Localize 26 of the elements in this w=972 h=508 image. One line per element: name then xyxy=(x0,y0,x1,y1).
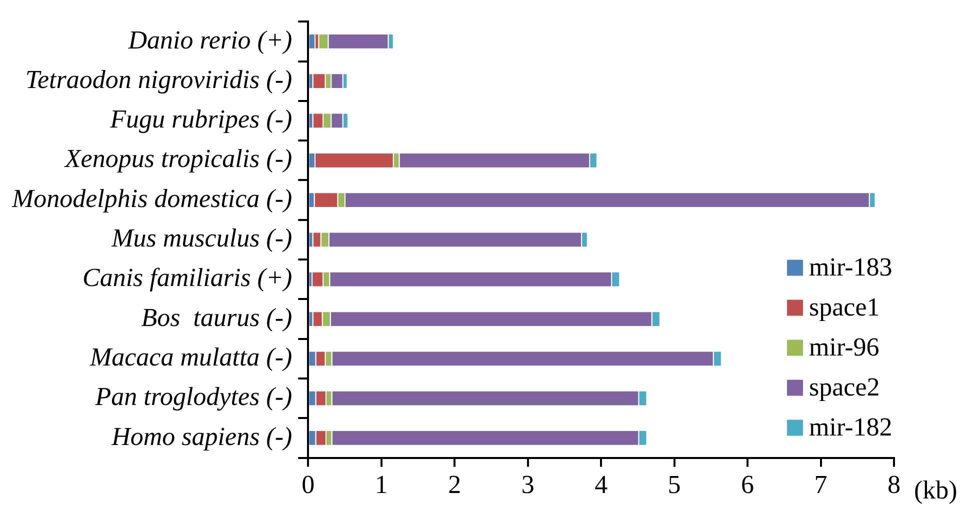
y-tick-label: Monodelphis domestica (-) xyxy=(10,184,292,213)
y-tick-label: Pan troglodytes (-) xyxy=(94,382,292,412)
legend-label: mir-96 xyxy=(809,332,880,362)
y-tick-label: Bos taurus (-) xyxy=(141,302,292,332)
legend-label: space1 xyxy=(809,292,880,322)
y-tick-label: Macaca mulatta (-) xyxy=(88,342,292,372)
y-tick-label: Mus musculus (-) xyxy=(110,224,292,253)
x-tick-label: 8 xyxy=(888,470,900,500)
legend-label: space2 xyxy=(809,372,880,402)
y-tick-label: Danio rerio (+) xyxy=(127,25,292,54)
x-tick-label: 2 xyxy=(448,470,462,500)
y-tick-label: Xenopus tropicalis (-) xyxy=(64,144,292,174)
legend-label: mir-182 xyxy=(809,412,892,442)
y-tick-label: Homo sapiens (-) xyxy=(110,422,292,451)
y-tick-label: Fugu rubripes (-) xyxy=(109,104,292,134)
x-tick-label: 4 xyxy=(594,470,608,500)
x-tick-label: 3 xyxy=(521,470,534,500)
x-tick-label: 6 xyxy=(741,470,754,500)
x-axis-title: (kb) xyxy=(914,476,958,505)
y-tick-label: Canis familiaris (+) xyxy=(82,263,292,292)
x-tick-label: 1 xyxy=(374,470,388,500)
x-tick-label: 5 xyxy=(668,470,681,500)
y-tick-label: Tetraodon nigroviridis (-) xyxy=(25,64,292,94)
legend-label: mir-183 xyxy=(809,252,892,282)
x-tick-label: 0 xyxy=(302,470,315,500)
x-tick-label: 7 xyxy=(814,470,828,500)
